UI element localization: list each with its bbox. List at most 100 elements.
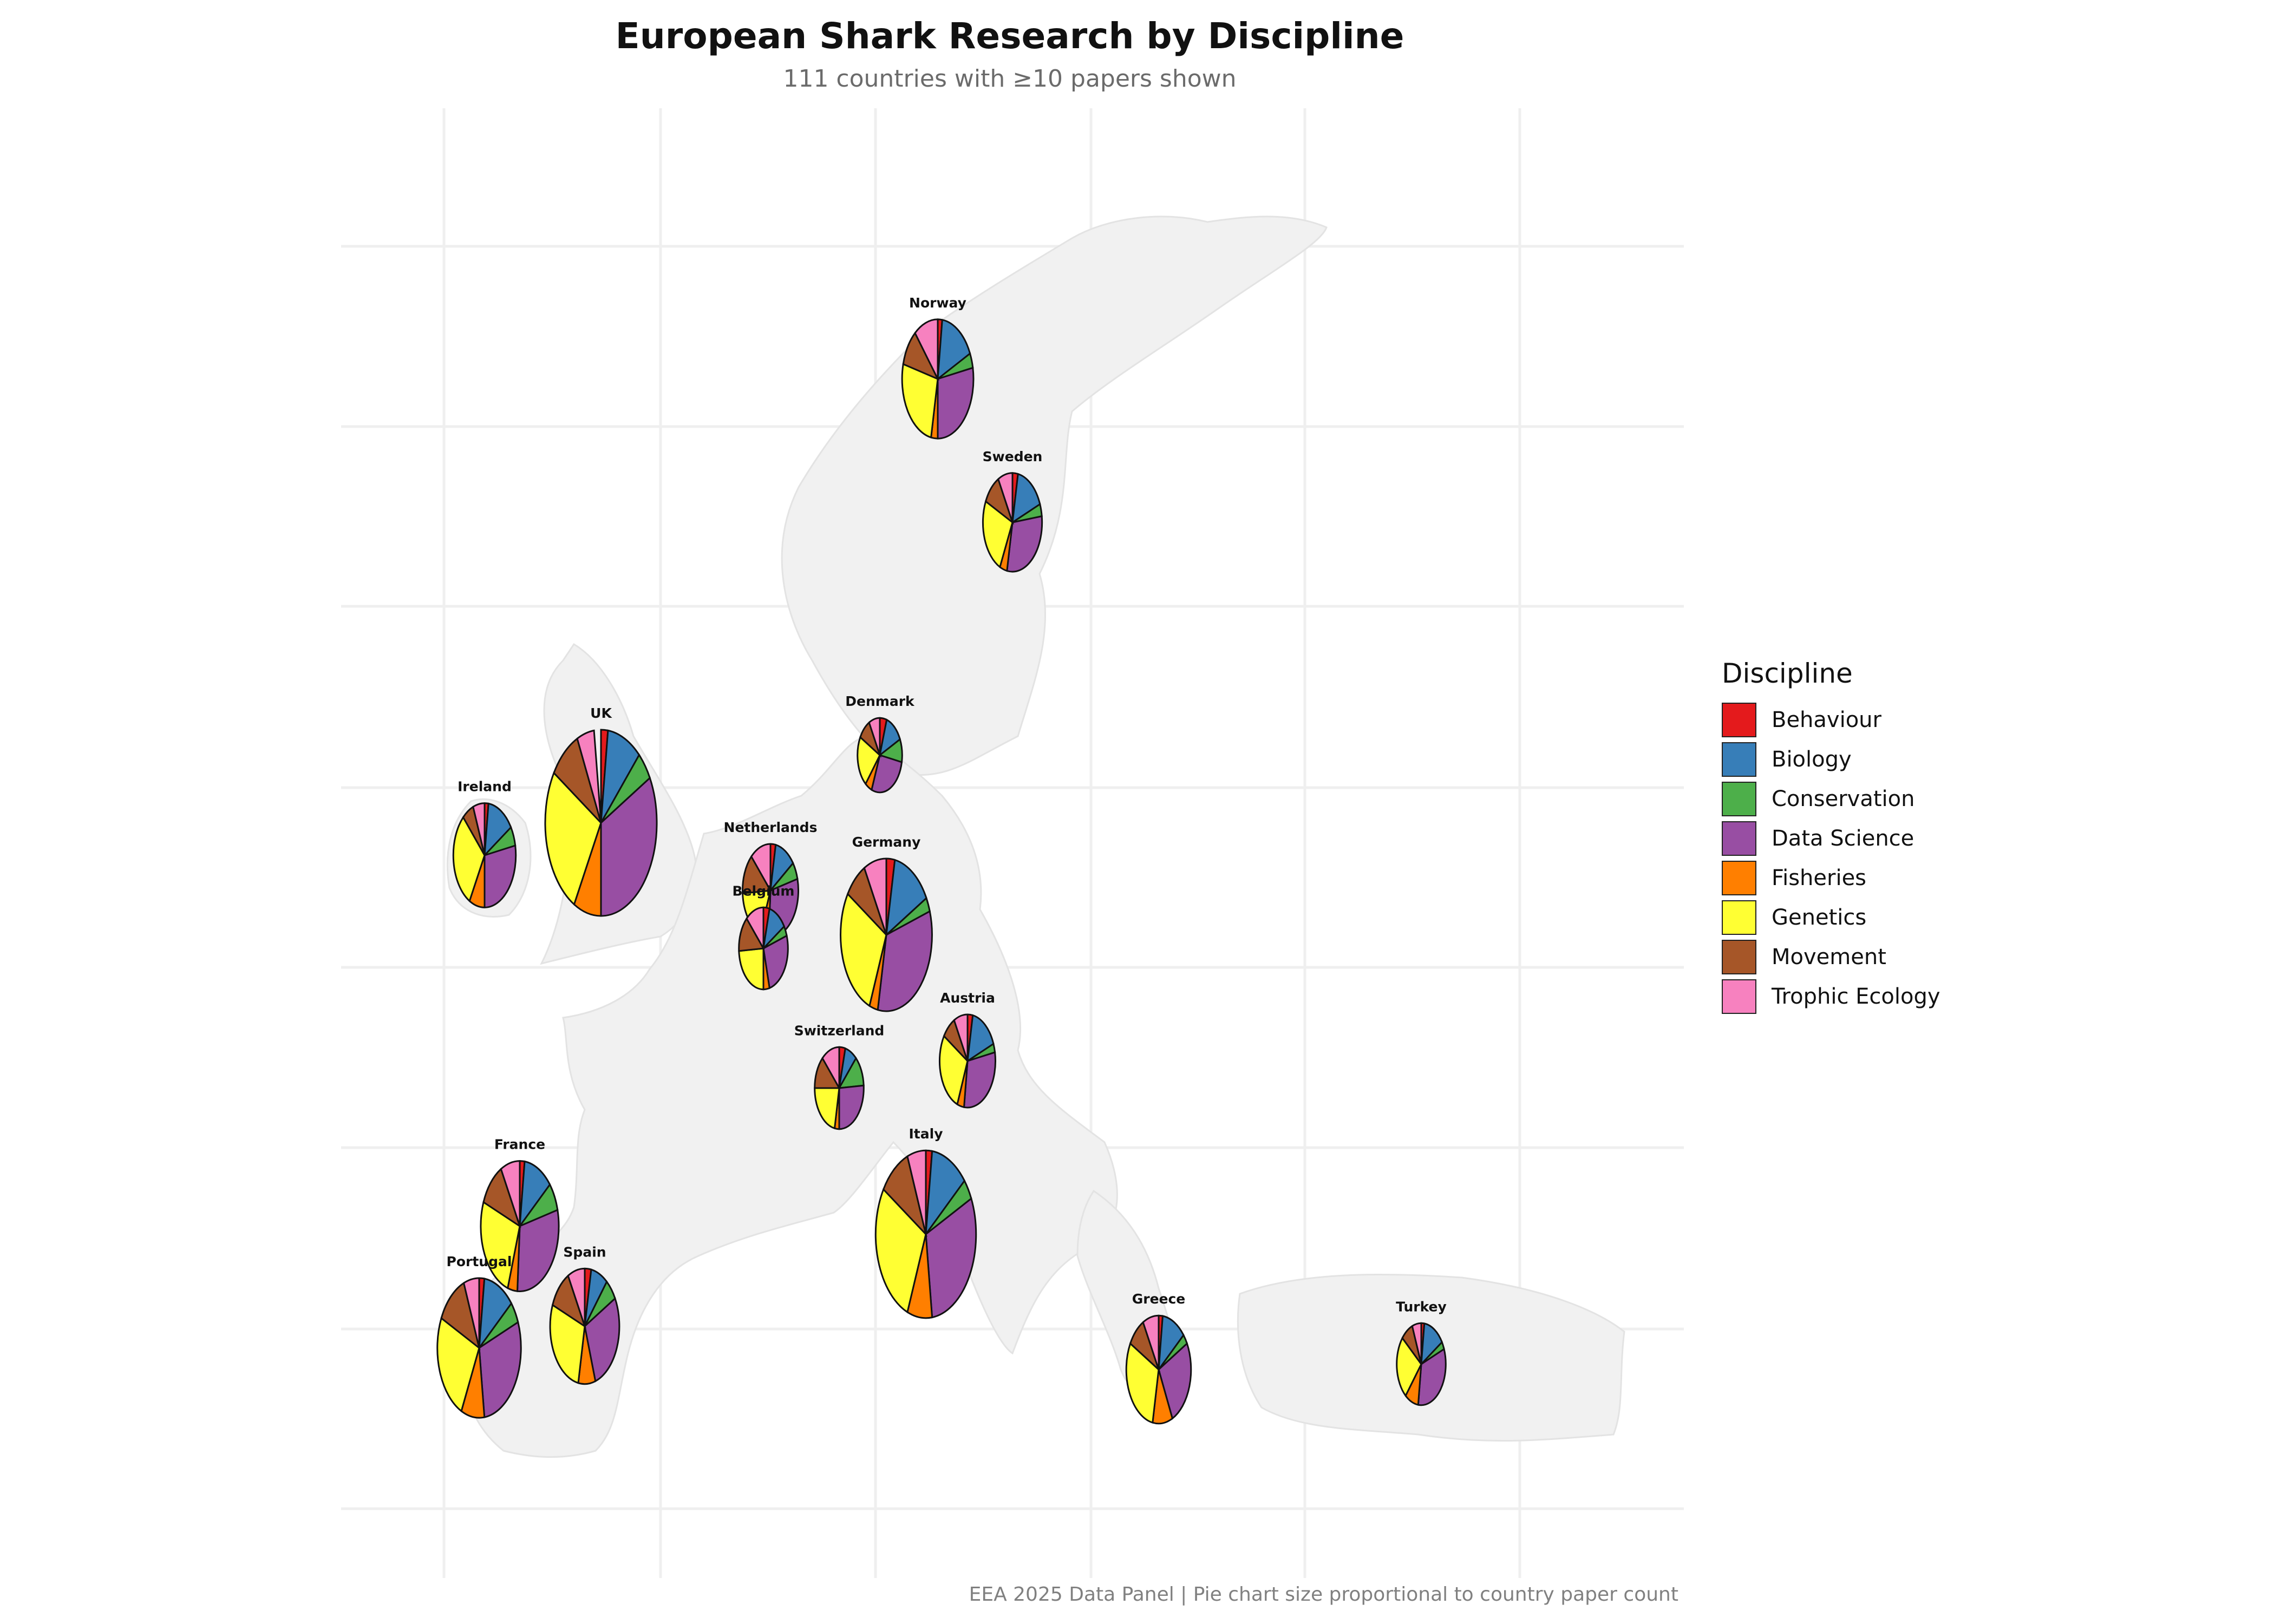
legend-item-trophic-ecology: Trophic Ecology [1722,977,1940,1016]
pie-slice-austria-genetics [938,1034,969,1106]
pie-slice-france-trophic-ecology [500,1160,521,1227]
scandinavia-land [781,215,1328,776]
legend-label: Biology [1772,746,1852,772]
pie-sweden: Sweden [982,449,1043,573]
pie-slice-italy-data-science [925,1197,977,1319]
legend-swatch [1722,979,1756,1014]
pie-slice-norway-data-science [937,366,975,440]
pie-slice-turkey-data-science [1417,1347,1447,1406]
pie-switzerland: Switzerland [794,1023,885,1130]
pie-slice-sweden-data-science [1006,515,1043,573]
pie-slice-germany-genetics [840,892,887,1007]
pie-slice-portugal-movement [440,1281,481,1350]
pie-slice-norway-biology [937,318,971,381]
pie-france: France [480,1137,560,1292]
pie-slice-sweden-biology [1011,473,1041,525]
country-label-italy: Italy [909,1126,943,1142]
pie-slice-belgium-trophic-ecology [746,906,764,952]
pie-germany: Germany [840,834,933,1012]
pie-slice-ireland-trophic-ecology [472,802,486,856]
country-label-france: France [494,1137,545,1152]
pie-slice-italy-movement [882,1155,927,1237]
legend-item-data-science: Data Science [1722,818,1940,858]
pie-slice-uk-genetics [544,771,602,906]
pie-slice-greece-data-science [1158,1342,1192,1420]
pie-slice-austria-trophic-ecology [953,1013,969,1062]
country-label-turkey: Turkey [1396,1299,1447,1314]
country-label-switzerland: Switzerland [794,1023,885,1038]
pie-netherlands: Netherlands [724,820,818,938]
legend-label: Behaviour [1772,707,1881,732]
legend-title: Discipline [1722,658,1853,689]
pie-slice-switzerland-trophic-ecology [821,1046,840,1091]
pie-slice-germany-data-science [877,910,933,1012]
pie-slice-greece-biology [1158,1315,1185,1373]
country-label-uk: UK [590,705,612,721]
pie-slice-france-genetics [480,1201,521,1289]
pie-slice-denmark-genetics [857,736,881,785]
pie-norway: Norway [901,295,975,440]
pie-slice-france-biology [519,1160,551,1229]
legend: Discipline Behaviour Biology Conservatio… [1722,658,1940,1016]
legend-item-conservation: Conservation [1722,779,1940,818]
country-label-sweden: Sweden [983,449,1043,464]
pie-spain: Spain [549,1244,620,1385]
pie-slice-portugal-trophic-ecology [462,1277,480,1348]
legend-items: Behaviour Biology Conservation Data Scie… [1722,700,1940,1016]
legend-item-movement: Movement [1722,937,1940,977]
pie-slice-belgium-movement [738,916,765,952]
country-label-netherlands: Netherlands [724,820,818,835]
chart-subtitle: 111 countries with ≥10 papers shown [783,65,1237,93]
pie-slice-denmark-data-science [871,754,903,794]
pie-slice-spain-data-science [584,1296,620,1383]
chart-caption: EEA 2025 Data Panel | Pie chart size pro… [969,1583,1678,1606]
legend-label: Fisheries [1772,865,1867,890]
pie-slice-italy-trophic-ecology [906,1149,927,1235]
pie-slice-portugal-biology [478,1278,513,1351]
country-pie-charts: UK Ireland Norway Sweden Denmark Netherlands B… [436,295,1447,1425]
pie-slice-germany-trophic-ecology [863,857,887,935]
pie-slice-ireland-biology [483,802,512,858]
pie-portugal: Portugal [436,1254,522,1419]
pie-turkey: Turkey [1396,1299,1447,1406]
legend-swatch [1722,939,1756,974]
pie-italy: Italy [874,1126,977,1319]
pie-slice-uk-trophic-ecology [576,729,602,823]
pie-slice-ireland-data-science [483,844,517,908]
legend-swatch [1722,742,1756,777]
country-label-portugal: Portugal [447,1254,512,1269]
legend-label: Conservation [1772,786,1915,811]
pie-slice-belgium-genetics [738,947,764,991]
pie-slice-belgium-data-science [762,934,789,990]
chart-title: European Shark Research by Discipline [615,15,1404,57]
legend-item-behaviour: Behaviour [1722,700,1940,739]
pie-slice-ireland-genetics [452,815,486,903]
pie-austria: Austria [938,990,997,1109]
country-label-belgium: Belgium [733,883,795,899]
pie-slice-turkey-trophic-ecology [1411,1322,1422,1365]
pie-slice-austria-data-science [963,1051,997,1109]
pie-slice-uk-biology [600,729,641,823]
pie-slice-sweden-genetics [982,500,1014,569]
country-label-greece: Greece [1132,1291,1186,1307]
pie-slice-portugal-genetics [436,1317,480,1413]
pie-slice-italy-biology [925,1150,966,1237]
legend-swatch [1722,860,1756,895]
pie-slice-france-data-science [516,1208,560,1292]
pie-slice-france-movement [482,1167,521,1228]
pie-belgium: Belgium [733,883,795,991]
pie-slice-austria-biology [966,1014,995,1063]
pie-slice-turkey-biology [1420,1322,1443,1367]
country-label-norway: Norway [909,295,966,311]
pie-slice-netherlands-movement [742,855,772,895]
pie-slice-italy-genetics [874,1188,927,1314]
legend-label: Trophic Ecology [1772,984,1940,1009]
pie-denmark: Denmark [845,693,915,794]
pie-slice-norway-genetics [901,363,939,439]
pie-slice-switzerland-genetics [814,1087,840,1130]
country-label-germany: Germany [852,834,921,850]
legend-swatch [1722,821,1756,856]
pie-slice-greece-trophic-ecology [1142,1314,1160,1370]
pie-slice-germany-biology [885,859,927,937]
